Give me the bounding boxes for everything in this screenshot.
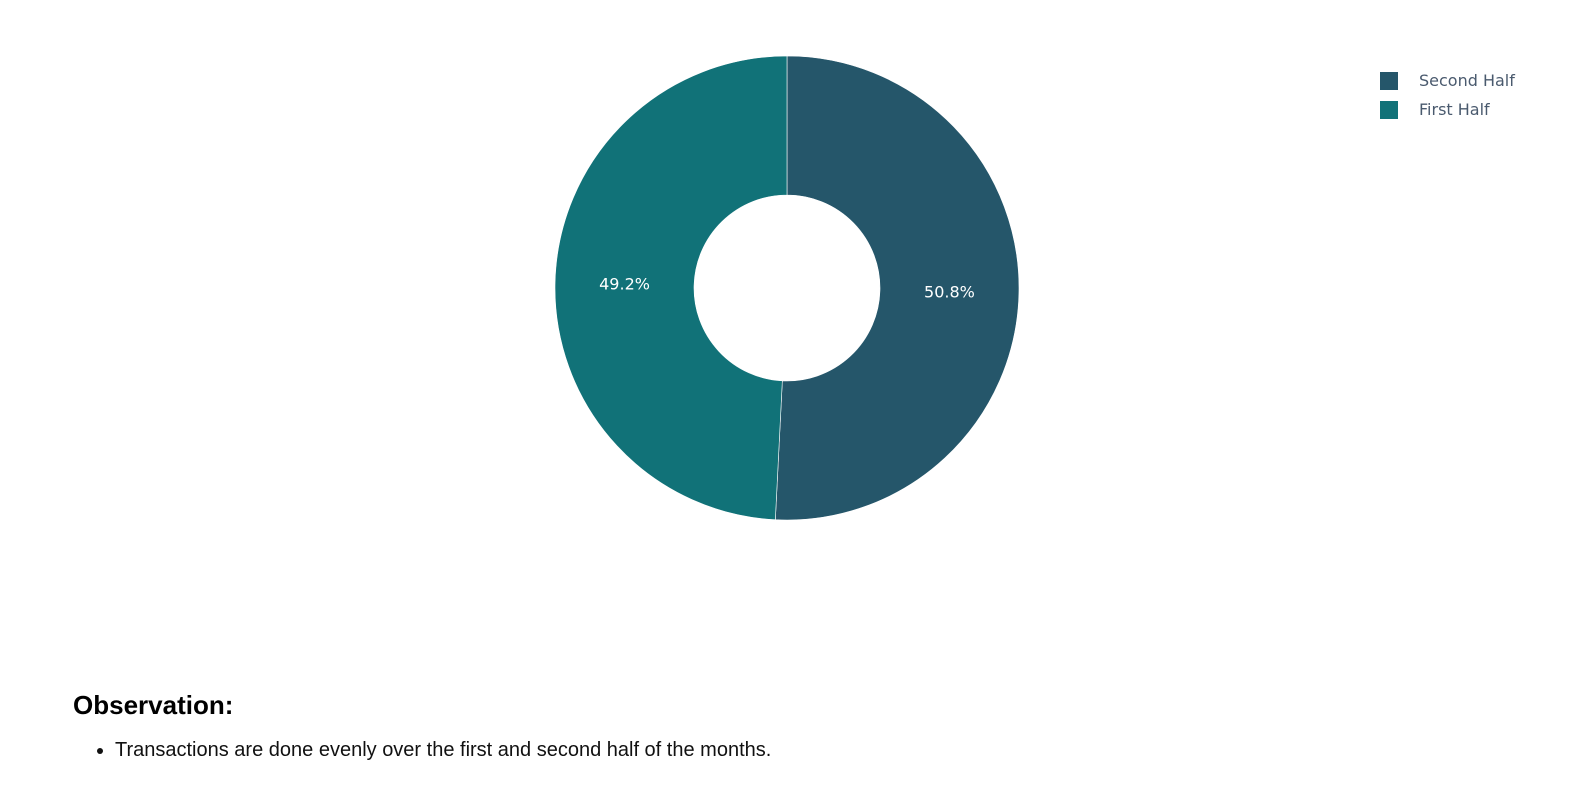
- legend-item-second-half[interactable]: Second Half: [1380, 66, 1515, 95]
- legend-label-first-half: First Half: [1419, 100, 1490, 119]
- observation-list: Transactions are done evenly over the fi…: [73, 737, 1473, 763]
- legend-label-second-half: Second Half: [1419, 71, 1515, 90]
- slice-label-first-half: 49.2%: [599, 274, 650, 293]
- legend: Second Half First Half: [1380, 66, 1515, 124]
- slice-first-half[interactable]: [554, 55, 788, 521]
- observation-heading: Observation:: [73, 690, 234, 720]
- observation-bullet: Transactions are done evenly over the fi…: [115, 737, 1473, 763]
- slice-label-second-half: 50.8%: [924, 283, 975, 302]
- legend-item-first-half[interactable]: First Half: [1380, 95, 1515, 124]
- legend-swatch-first-half: [1380, 100, 1398, 119]
- slice-second-half[interactable]: [775, 55, 1020, 521]
- donut-chart: 50.8% 49.2% Second Half First Half: [554, 55, 1515, 521]
- donut-chart-svg: 50.8% 49.2%: [554, 55, 1020, 521]
- observation-section: Observation: Transactions are done evenl…: [73, 690, 1473, 763]
- legend-swatch-second-half: [1380, 71, 1398, 90]
